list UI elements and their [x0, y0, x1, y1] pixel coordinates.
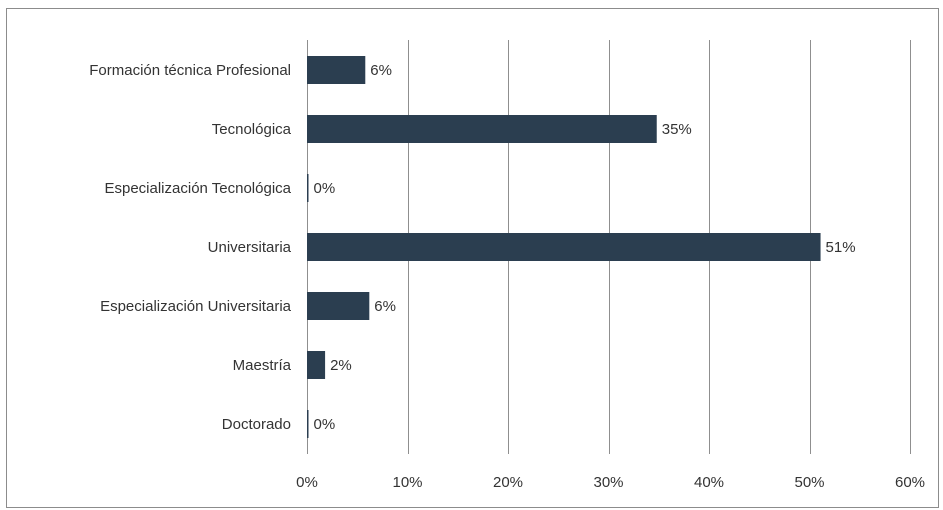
- category-label: Universitaria: [208, 239, 292, 256]
- data-label: 2%: [330, 357, 352, 374]
- data-label: 0%: [314, 180, 336, 197]
- category-label: Especialización Tecnológica: [104, 180, 291, 197]
- category-label: Especialización Universitaria: [100, 298, 292, 315]
- chart-frame: Formación técnica Profesional Tecnológica…: [6, 8, 939, 508]
- data-label: 0%: [314, 416, 336, 433]
- x-tick-label: 40%: [694, 474, 724, 491]
- bar: [307, 174, 309, 202]
- data-label: 6%: [374, 298, 396, 315]
- data-labels: 6% 35% 0% 51% 6% 2% 0%: [314, 62, 856, 433]
- category-label: Tecnológica: [212, 121, 292, 138]
- x-tick-label: 20%: [493, 474, 523, 491]
- x-tick-labels: 0% 10% 20% 30% 40% 50% 60%: [296, 474, 925, 491]
- bar: [307, 351, 326, 379]
- data-label: 51%: [826, 239, 856, 256]
- bar: [307, 410, 309, 438]
- category-label: Formación técnica Profesional: [89, 62, 291, 79]
- data-label: 35%: [662, 121, 692, 138]
- bar: [307, 233, 821, 261]
- x-tick-label: 0%: [296, 474, 318, 491]
- category-labels: Formación técnica Profesional Tecnológica…: [89, 62, 291, 433]
- data-label: 6%: [370, 62, 392, 79]
- x-tick-label: 60%: [895, 474, 925, 491]
- x-tick-label: 50%: [794, 474, 824, 491]
- bars: [307, 56, 821, 438]
- bar: [307, 292, 370, 320]
- category-label: Maestría: [233, 357, 292, 374]
- bar: [307, 56, 366, 84]
- x-tick-label: 10%: [392, 474, 422, 491]
- bar: [307, 115, 657, 143]
- x-tick-label: 30%: [593, 474, 623, 491]
- category-label: Doctorado: [222, 416, 291, 433]
- bar-chart: Formación técnica Profesional Tecnológica…: [89, 40, 925, 491]
